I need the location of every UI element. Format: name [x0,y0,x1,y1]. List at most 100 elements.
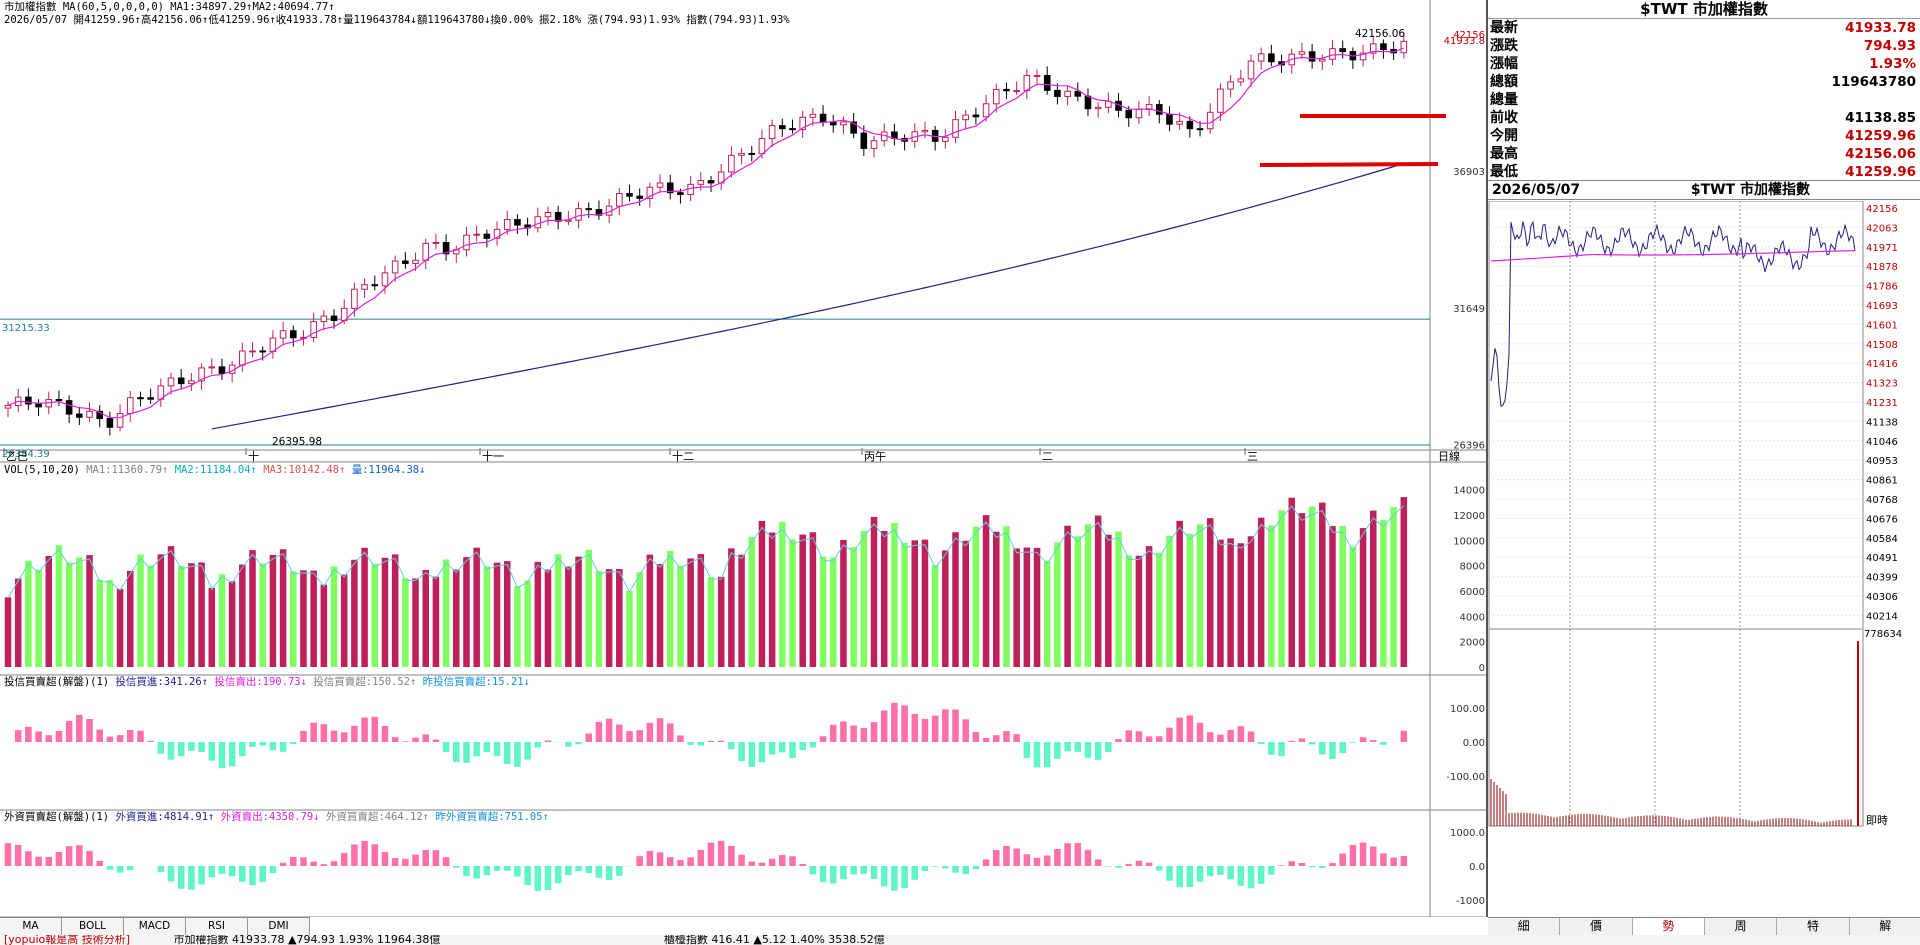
trust-bar [565,742,572,747]
volume-bar [677,565,684,667]
candle-body [320,315,328,323]
candle-body [402,260,409,264]
trust-bar [677,735,684,742]
tab-detail[interactable]: 細 [1488,918,1561,935]
volume-bar [911,540,919,667]
ticker-item[interactable]: 櫃檯指數 416.41 ▲5.12 1.40% 3538.52億 [663,935,885,945]
foreign-bar [829,866,837,884]
candle-body [646,186,654,199]
foreign-bar [259,866,266,883]
foreign-bar [493,866,501,871]
tab-price[interactable]: 價 [1560,918,1633,935]
candle-body [952,119,959,138]
volume-bar [25,560,32,667]
foreign-bar [1043,855,1051,866]
foreign-bar [993,849,1000,866]
volume-bar [585,549,593,667]
volume-bar [269,554,277,667]
technical-chart-panel[interactable]: 31215.33 26384.39 42156 41933.8 36903 31649 26… [0,0,1486,917]
ticker-item[interactable]: [yopuio報是高 技術分析] [4,935,131,945]
candle-body [1155,104,1163,115]
tab-rsi[interactable]: RSI [186,918,248,935]
trust-bar [901,705,908,742]
trust-bar [1023,742,1031,759]
quote-value: 119643780 [1831,74,1916,90]
foreign-bar [1125,864,1132,866]
trust-bar [188,742,195,751]
volume-bar [1268,525,1275,667]
volume-bar [921,539,929,667]
candle-body [616,193,623,207]
intraday-chart[interactable]: 42156 42063 41971 41878 41786 41693 41601 41508… [1488,201,1920,917]
month-label: 十一 [482,449,504,463]
trust-bar [1268,742,1275,755]
volume-bar [249,550,256,667]
ticker-item[interactable]: 市加權指數 41933.78 ▲794.93 1.93% 11964.38億 [173,935,441,945]
trust-bar [666,723,674,742]
intraday-price-label: 40768 [1866,495,1898,506]
trust-bar [412,737,419,742]
candle-body [1237,78,1245,83]
candle-body [1074,90,1082,97]
volume-bar [993,531,1000,667]
trust-bar [45,735,53,742]
volume-bar [1094,515,1102,667]
tab-boll[interactable]: BOLL [62,918,124,935]
intraday-price-label: 41878 [1866,262,1898,273]
trust-bar [819,736,827,742]
intraday-volume-label: 778634 [1864,629,1902,640]
tab-ma[interactable]: MA [0,918,62,935]
tab-special[interactable]: 特 [1777,918,1850,935]
tab-dmi[interactable]: DMI [248,918,310,935]
quote-row-change: 漲跌 794.93 [1488,37,1920,55]
foreign-bar [269,866,277,874]
candle-body [992,88,1000,105]
quote-label: 前收 [1490,110,1518,126]
trust-bar [687,742,694,745]
tab-week[interactable]: 周 [1705,918,1778,935]
foreign-bar [381,851,389,866]
trust-bar [931,715,939,742]
tab-macd[interactable]: MACD [124,918,186,935]
foreign-bar [1288,861,1296,866]
foreign-bar [1084,849,1092,866]
foreign-bar [911,866,919,880]
tab-analysis[interactable]: 解 [1850,918,1920,935]
trust-bar [768,742,776,755]
price-tick-label: 26396 [1453,441,1485,452]
volume-bar [1115,531,1122,667]
trust-bar [106,736,114,742]
trust-bar [1074,742,1082,752]
candle-body [534,216,542,229]
foreign-bar [402,858,409,866]
foreign-bar [351,844,358,866]
trust-bar [1329,742,1336,759]
trust-bar [147,740,154,742]
axis-unit: 日線 [1438,449,1460,463]
quote-value: 41259.96 [1845,164,1916,180]
foreign-bar [4,843,12,866]
volume-bar [45,555,53,667]
volume-bar [198,562,205,667]
volume-bar [35,569,42,667]
trust-bar [789,742,796,758]
trust-bar [1094,742,1102,760]
candle-body [962,114,970,121]
volume-bar [1186,533,1194,667]
volume-bar [646,554,654,667]
volume-bar [626,590,633,667]
tab-trend[interactable]: 勢 [1632,918,1705,935]
foreign-bar [768,858,776,866]
candle-body [463,234,470,251]
candle-body [677,192,684,195]
foreign-bar [300,857,307,866]
candle-body [330,315,338,321]
foreign-bar [463,866,470,877]
volume-bar [1227,538,1234,667]
candle-body [442,241,450,255]
volume-bar [493,562,501,667]
trust-bar [656,718,664,742]
trust-bar [646,722,654,742]
intraday-avg-line [1490,249,1856,262]
